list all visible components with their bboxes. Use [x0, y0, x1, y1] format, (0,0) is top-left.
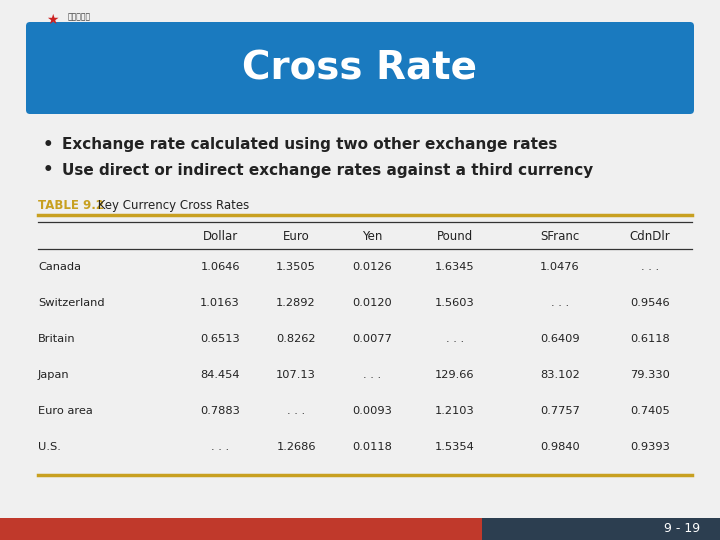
Text: 1.2892: 1.2892 — [276, 298, 316, 308]
FancyBboxPatch shape — [26, 22, 694, 114]
Text: 1.0476: 1.0476 — [540, 262, 580, 272]
Text: Switzerland: Switzerland — [38, 298, 104, 308]
Text: 1.6345: 1.6345 — [435, 262, 474, 272]
Text: ★: ★ — [46, 13, 58, 27]
Text: Canada: Canada — [38, 262, 81, 272]
Text: CdnDlr: CdnDlr — [629, 230, 670, 242]
Text: •: • — [42, 161, 53, 179]
Text: 1.0646: 1.0646 — [200, 262, 240, 272]
Text: . . .: . . . — [641, 262, 659, 272]
Text: 0.7405: 0.7405 — [630, 406, 670, 416]
Text: 129.66: 129.66 — [436, 370, 474, 380]
Text: 0.0077: 0.0077 — [352, 334, 392, 344]
Text: 경기대학교: 경기대학교 — [68, 12, 91, 22]
Text: 0.0118: 0.0118 — [352, 442, 392, 452]
Text: 1.5603: 1.5603 — [435, 298, 475, 308]
Text: Exchange rate calculated using two other exchange rates: Exchange rate calculated using two other… — [62, 138, 557, 152]
Text: 79.330: 79.330 — [630, 370, 670, 380]
Bar — [0, 518, 482, 540]
Text: . . .: . . . — [446, 334, 464, 344]
Bar — [482, 518, 720, 540]
Text: 1.2103: 1.2103 — [435, 406, 475, 416]
Text: 107.13: 107.13 — [276, 370, 316, 380]
Text: 0.6118: 0.6118 — [630, 334, 670, 344]
Text: 0.0126: 0.0126 — [352, 262, 392, 272]
Text: 0.7883: 0.7883 — [200, 406, 240, 416]
Text: TABLE 9.2: TABLE 9.2 — [38, 199, 104, 212]
Text: 1.2686: 1.2686 — [276, 442, 316, 452]
Text: . . .: . . . — [211, 442, 229, 452]
Text: 84.454: 84.454 — [200, 370, 240, 380]
Text: 0.7757: 0.7757 — [540, 406, 580, 416]
Text: 83.102: 83.102 — [540, 370, 580, 380]
Text: . . .: . . . — [363, 370, 381, 380]
Text: 0.8262: 0.8262 — [276, 334, 316, 344]
Text: 0.6513: 0.6513 — [200, 334, 240, 344]
Text: 1.3505: 1.3505 — [276, 262, 316, 272]
Text: Yen: Yen — [362, 230, 382, 242]
Text: 1.5354: 1.5354 — [435, 442, 475, 452]
Text: U.S.: U.S. — [38, 442, 61, 452]
Text: Euro: Euro — [283, 230, 310, 242]
Text: Cross Rate: Cross Rate — [243, 49, 477, 87]
Text: Japan: Japan — [38, 370, 70, 380]
Text: Key Currency Cross Rates: Key Currency Cross Rates — [94, 199, 249, 212]
Text: 1.0163: 1.0163 — [200, 298, 240, 308]
Text: Dollar: Dollar — [202, 230, 238, 242]
Text: 0.0120: 0.0120 — [352, 298, 392, 308]
Text: SFranc: SFranc — [541, 230, 580, 242]
Text: 9 - 19: 9 - 19 — [664, 523, 700, 536]
Text: 0.6409: 0.6409 — [540, 334, 580, 344]
Text: 0.9393: 0.9393 — [630, 442, 670, 452]
Text: . . .: . . . — [287, 406, 305, 416]
Text: 0.9840: 0.9840 — [540, 442, 580, 452]
Text: 0.9546: 0.9546 — [630, 298, 670, 308]
Text: Britain: Britain — [38, 334, 76, 344]
Text: •: • — [42, 136, 53, 154]
Text: Euro area: Euro area — [38, 406, 93, 416]
Text: Pound: Pound — [437, 230, 473, 242]
Text: Use direct or indirect exchange rates against a third currency: Use direct or indirect exchange rates ag… — [62, 163, 593, 178]
Text: . . .: . . . — [551, 298, 569, 308]
Text: 0.0093: 0.0093 — [352, 406, 392, 416]
